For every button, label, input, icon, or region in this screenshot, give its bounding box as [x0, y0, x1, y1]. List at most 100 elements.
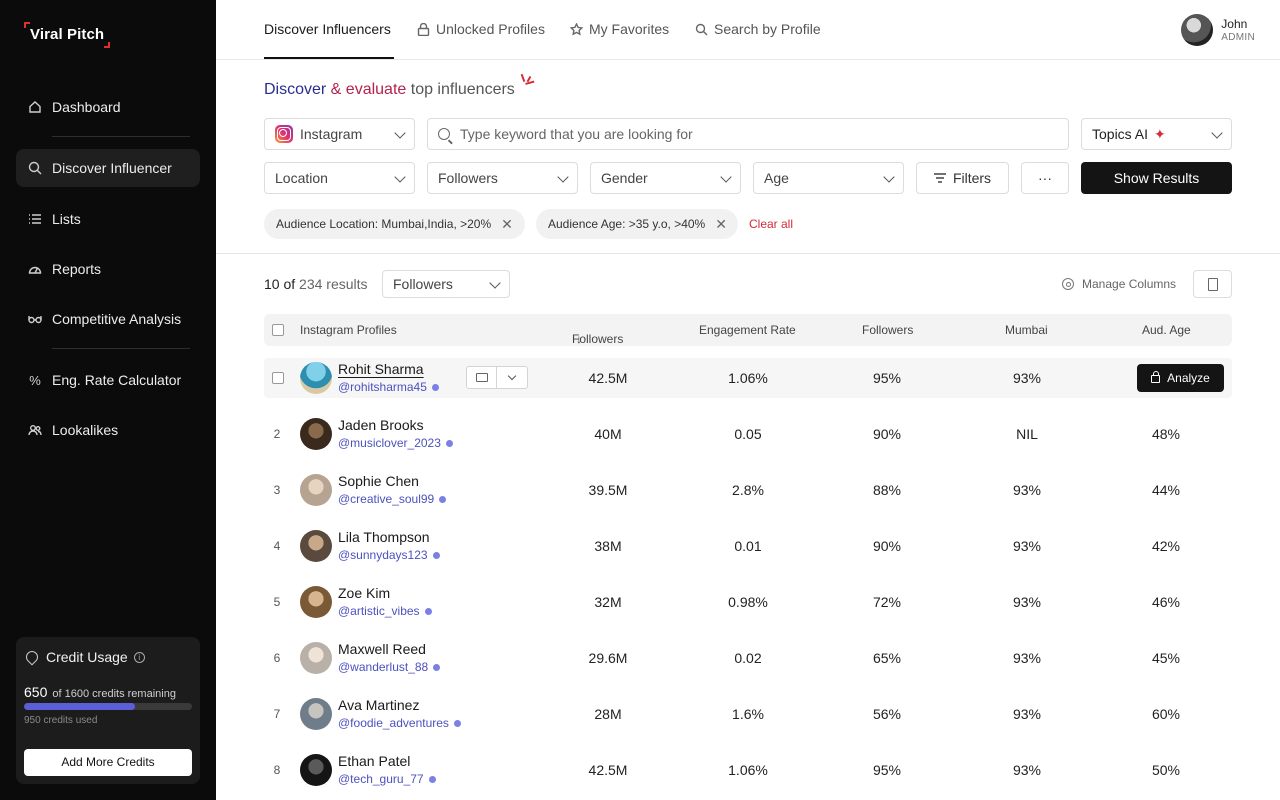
sidebar-item-eng-rate-calculator[interactable]: % Eng. Rate Calculator — [29, 372, 182, 388]
cell-followers: 40M — [594, 426, 622, 442]
topics-ai-select[interactable]: Topics AI ✦ — [1081, 118, 1232, 150]
manage-columns-button[interactable]: Manage Columns — [1062, 277, 1176, 291]
cell-followers-pct: 56% — [872, 706, 902, 722]
table-row[interactable]: Rohit Sharma @rohitsharma45 42.5M 1.06% … — [264, 358, 1232, 398]
followers-select[interactable]: Followers — [427, 162, 578, 194]
close-icon[interactable]: ✕ — [715, 215, 727, 232]
sort-select[interactable]: Followers — [382, 270, 510, 298]
influencer-name[interactable]: Ava Martinez — [338, 697, 420, 713]
search-input[interactable]: Type keyword that you are looking for — [427, 118, 1069, 150]
verified-icon — [424, 607, 432, 615]
influencer-handle[interactable]: @foodie_adventures — [338, 716, 461, 730]
filters-button[interactable]: Filters — [916, 162, 1009, 194]
add-more-credits-button[interactable]: Add More Credits — [24, 749, 192, 776]
cell-followers: 42.5M — [588, 370, 628, 386]
platform-select[interactable]: Instagram — [264, 118, 415, 150]
influencer-handle[interactable]: @artistic_vibes — [338, 604, 432, 618]
sidebar-item-dashboard[interactable]: Dashboard — [16, 88, 200, 126]
influencer-handle[interactable]: @sunnydays123 — [338, 548, 440, 562]
cell-mumbai: 93% — [1012, 594, 1042, 610]
avatar[interactable] — [300, 642, 332, 674]
sidebar-item-discover-influencer[interactable]: Discover Influencer — [16, 149, 200, 187]
sidebar-item-reports[interactable]: Reports — [16, 250, 200, 288]
cell-followers: 42.5M — [588, 762, 628, 778]
influencer-name[interactable]: Ethan Patel — [338, 753, 411, 769]
gauge-icon — [28, 266, 42, 274]
influencer-handle[interactable]: @rohitsharma45 — [338, 380, 439, 394]
sidebar-item-lookalikes[interactable]: Lookalikes — [16, 411, 200, 449]
tab-my-favorites[interactable]: My Favorites — [570, 21, 669, 37]
avatar[interactable] — [300, 362, 332, 394]
avatar[interactable] — [300, 474, 332, 506]
avatar[interactable] — [300, 530, 332, 562]
cell-mumbai: 93% — [1012, 370, 1042, 386]
col-mumbai: Mumbai — [1005, 323, 1048, 337]
gender-select[interactable]: Gender — [590, 162, 741, 194]
credits-used: 950 credits used — [24, 715, 98, 726]
table-row[interactable]: 5 Zoe Kim @artistic_vibes 32M 0.98% 72% … — [264, 582, 1232, 622]
show-results-button[interactable]: Show Results — [1081, 162, 1232, 194]
avatar[interactable] — [300, 586, 332, 618]
table-row[interactable]: 2 Jaden Brooks @musiclover_2023 40M 0.05… — [264, 414, 1232, 454]
clear-all-link[interactable]: Clear all — [749, 217, 794, 231]
folder-icon — [476, 373, 488, 382]
logo-text: Viral Pitch — [30, 26, 105, 43]
cell-followers: 29.6M — [588, 650, 628, 666]
divider — [216, 253, 1280, 254]
col-aud-age: Aud. Age — [1142, 323, 1191, 337]
age-select[interactable]: Age — [753, 162, 904, 194]
avatar[interactable] — [300, 698, 332, 730]
row-number: 4 — [273, 539, 281, 553]
tab-discover-influencers[interactable]: Discover Influencers — [264, 21, 391, 37]
influencer-handle[interactable]: @creative_soul99 — [338, 492, 447, 506]
analyze-button[interactable]: Analyze — [1137, 364, 1224, 392]
influencer-handle[interactable]: @tech_guru_77 — [338, 772, 436, 786]
chevron-down-icon — [883, 171, 895, 183]
close-icon[interactable]: ✕ — [501, 215, 513, 232]
sidebar-item-competitive-analysis[interactable]: Competitive Analysis — [16, 300, 200, 338]
filter-icon — [933, 173, 946, 183]
table-row[interactable]: 6 Maxwell Reed @wanderlust_88 29.6M 0.02… — [264, 638, 1232, 678]
export-button[interactable] — [1193, 270, 1232, 298]
cell-engagement-rate: 0.02 — [734, 650, 762, 666]
col-followers-pct: Followers — [862, 323, 914, 337]
add-to-list-button[interactable] — [466, 366, 497, 389]
influencer-name[interactable]: Zoe Kim — [338, 585, 391, 601]
avatar[interactable] — [300, 754, 332, 786]
table-row[interactable]: 7 Ava Martinez @foodie_adventures 28M 1.… — [264, 694, 1232, 734]
more-options-button[interactable]: ··· — [1021, 162, 1069, 194]
file-export-icon — [1208, 278, 1218, 291]
user-menu[interactable]: John ADMIN — [1181, 14, 1255, 46]
avatar[interactable] — [300, 418, 332, 450]
influencer-handle[interactable]: @wanderlust_88 — [338, 660, 441, 674]
star-icon — [570, 22, 583, 36]
chevron-down-icon — [394, 127, 406, 139]
info-icon[interactable]: i — [133, 651, 145, 663]
row-dropdown-button[interactable] — [497, 366, 528, 389]
influencer-name[interactable]: Jaden Brooks — [338, 417, 424, 433]
tab-unlocked-profiles[interactable]: Unlocked Profiles — [417, 21, 545, 37]
table-row[interactable]: 3 Sophie Chen @creative_soul99 39.5M 2.8… — [264, 470, 1232, 510]
select-all-checkbox[interactable] — [272, 324, 284, 336]
influencer-name[interactable]: Sophie Chen — [338, 473, 419, 489]
row-checkbox[interactable] — [272, 372, 284, 384]
influencer-name[interactable]: Lila Thompson — [338, 529, 430, 545]
row-number: 2 — [273, 427, 281, 441]
cell-aud-age: 60% — [1151, 706, 1181, 722]
sidebar-item-lists[interactable]: Lists — [16, 200, 200, 238]
influencer-handle[interactable]: @musiclover_2023 — [338, 436, 453, 450]
location-select[interactable]: Location — [264, 162, 415, 194]
cell-mumbai: 93% — [1012, 650, 1042, 666]
chevron-down-icon — [489, 277, 501, 289]
app-logo[interactable]: Viral Pitch — [24, 22, 111, 48]
table-row[interactable]: 4 Lila Thompson @sunnydays123 38M 0.01 9… — [264, 526, 1232, 566]
cell-aud-age: 46% — [1151, 594, 1181, 610]
glasses-icon — [28, 316, 42, 324]
search-icon — [695, 23, 708, 35]
influencer-name[interactable]: Maxwell Reed — [338, 641, 426, 657]
table-row[interactable]: 8 Ethan Patel @tech_guru_77 42.5M 1.06% … — [264, 750, 1232, 790]
tab-search-by-profile[interactable]: Search by Profile — [695, 21, 821, 37]
cell-aud-age: 42% — [1151, 538, 1181, 554]
influencer-name[interactable]: Rohit Sharma — [338, 361, 424, 377]
ai-sparkle-icon: ✦ — [1154, 125, 1166, 142]
